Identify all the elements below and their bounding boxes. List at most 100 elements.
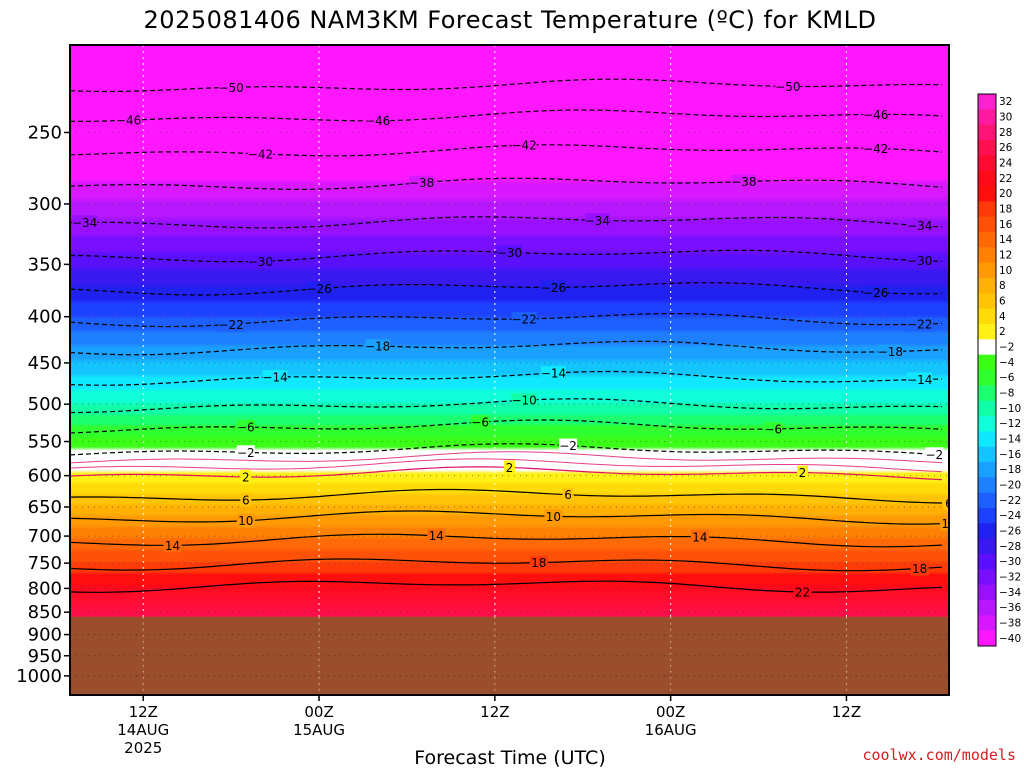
colorbar-tick-label: −8: [999, 388, 1014, 400]
isotherm-label-bg: [910, 561, 929, 576]
colorbar-tick-label: 8: [999, 280, 1006, 292]
isotherm-label-bg: [262, 370, 288, 385]
isotherm-label: 10: [546, 510, 561, 524]
isotherm-label: 18: [531, 556, 546, 570]
isotherm-label: −38: [409, 176, 434, 190]
colorbar-tick-label: −6: [999, 372, 1015, 384]
isotherm-label: −46: [863, 108, 888, 122]
y-tick-label: 650: [28, 497, 62, 518]
isotherm-label-bg: [504, 460, 515, 475]
colorbar: 32 30 28 26 24 22 20 18 16 14 12 10 8 6 4 2 −2 −4 −6 −8 −10 −…: [977, 93, 1021, 647]
isotherm-label-bg: [863, 107, 889, 122]
colorbar-swatch: [978, 201, 996, 218]
isotherm-label-bg: [764, 421, 783, 436]
isotherm-line: [70, 216, 943, 229]
isotherm-label: −42: [248, 147, 273, 161]
isotherm-label-bg: [529, 555, 548, 570]
y-tick-label: 850: [28, 602, 62, 623]
isotherm-label: −26: [863, 286, 888, 300]
isotherm-label: 2: [799, 466, 807, 480]
isotherm-label: 10: [238, 514, 253, 528]
isotherm-label: −34: [585, 214, 610, 228]
isotherm-label-bg: [793, 584, 812, 599]
isotherm-label-bg: [240, 493, 252, 508]
colorbar-tick-label: −36: [999, 602, 1021, 614]
colorbar-tick-label: −14: [999, 434, 1021, 446]
colorbar-swatch: [978, 247, 996, 264]
colorbar-swatch: [978, 278, 996, 294]
isotherm-label-bg: [562, 487, 574, 502]
colorbar-tick-label: −40: [999, 633, 1021, 645]
isotherm-label-bg: [690, 529, 709, 544]
isotherm-label-bg: [907, 317, 933, 332]
isotherm-label-bg: [116, 113, 142, 128]
isotherm-line: [70, 78, 943, 93]
isotherm-label: −26: [541, 281, 566, 295]
isotherm-label: −22: [511, 312, 536, 326]
isotherm-label-bg: [511, 138, 537, 153]
colorbar-swatch: [978, 400, 996, 417]
colorbar-tick-label: −22: [999, 495, 1021, 507]
isotherm-line: [70, 340, 943, 356]
colorbar-tick-label: 2: [999, 326, 1006, 338]
isotherm-label: −6: [237, 421, 255, 435]
isotherm-label: −50: [775, 80, 800, 94]
isotherm-line: [70, 558, 943, 572]
isotherm-line: [70, 398, 943, 414]
colorbar-swatch: [978, 124, 996, 141]
y-tick-label: 600: [28, 466, 62, 487]
isotherm-label: −30: [907, 254, 932, 268]
colorbar-tick-label: −26: [999, 526, 1021, 538]
colorbar-swatch: [978, 508, 996, 524]
isotherm-label: −34: [72, 216, 97, 230]
colorbar-swatch: [978, 186, 996, 202]
colorbar-swatch: [978, 324, 996, 340]
colorbar-tick-label: 10: [999, 265, 1012, 277]
colorbar-tick-label: −16: [999, 449, 1021, 461]
y-tick-label: 300: [28, 194, 62, 215]
isotherm-label-bg: [511, 311, 537, 326]
colorbar-swatch: [978, 293, 996, 310]
isotherm-label: −14: [541, 367, 566, 381]
colorbar-tick-label: 30: [999, 112, 1012, 124]
x-tick-label: 15AUG: [293, 721, 345, 739]
y-tick-label: 1000: [16, 666, 62, 687]
colorbar-swatch: [978, 615, 996, 632]
colorbar-swatch: [978, 354, 996, 371]
y-tick-label: 550: [28, 432, 62, 453]
isotherm-label: −6: [764, 422, 782, 436]
colorbar-tick-label: 16: [999, 219, 1013, 231]
isotherm-label-bg: [427, 528, 446, 543]
isotherm-line: [70, 109, 943, 122]
isotherm-label-bg: [247, 254, 273, 269]
isotherm-label-bg: [218, 317, 244, 332]
isotherm-label-bg: [540, 366, 566, 381]
y-tick-label: 400: [28, 307, 62, 328]
colorbar-tick-label: −2: [999, 342, 1014, 354]
terrain-gridlines: [70, 616, 949, 695]
y-tick-label: 450: [28, 353, 62, 374]
isotherm-label: −30: [248, 255, 273, 269]
isotherm-label-bg: [497, 245, 522, 260]
colorbar-tick-label: −28: [999, 541, 1021, 553]
colorbar-swatch: [978, 477, 996, 494]
isotherm-label-bg: [863, 141, 889, 156]
isotherm-label: 6: [242, 494, 250, 508]
colorbar-tick-label: 26: [999, 142, 1013, 154]
colorbar-swatch: [978, 584, 996, 601]
isotherm-label: −2: [925, 448, 943, 462]
isotherm-line: [70, 282, 943, 296]
colorbar-swatch: [978, 462, 996, 478]
colorbar-tick-label: −30: [999, 556, 1021, 568]
colorbar-tick-label: −12: [999, 418, 1021, 430]
isotherm-label: −42: [863, 142, 888, 156]
isotherm-label: −38: [731, 175, 756, 189]
isotherm-label: −46: [116, 114, 141, 128]
isotherm-label-bg: [907, 372, 933, 387]
isotherm-label: −50: [218, 81, 243, 95]
isotherm-label: −22: [907, 318, 932, 332]
isotherm-label: −42: [511, 139, 536, 153]
colorbar-tick-label: −34: [999, 587, 1021, 599]
colorbar-swatch: [978, 232, 996, 248]
